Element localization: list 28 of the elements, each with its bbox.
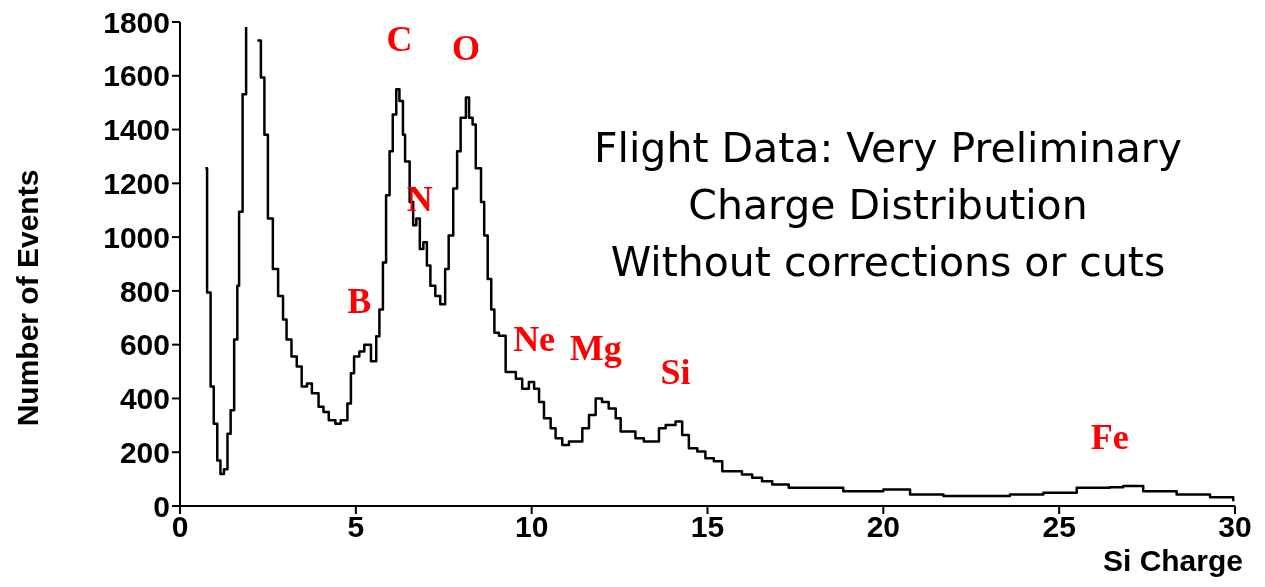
x-axis-title: Si Charge xyxy=(1102,544,1243,578)
y-tick-label: 0 xyxy=(153,489,170,523)
y-tick-label: 1200 xyxy=(103,166,170,200)
y-tick-label: 1400 xyxy=(103,113,170,147)
y-tick-label: 1600 xyxy=(103,59,170,93)
x-tick-label: 5 xyxy=(347,510,365,544)
y-tick-label: 800 xyxy=(119,274,170,308)
x-tick-label: 25 xyxy=(1042,510,1076,544)
y-tick-label: 400 xyxy=(119,382,170,416)
annotation: Without corrections or cuts xyxy=(609,237,1167,288)
annotation: C xyxy=(386,19,413,60)
x-tick-label: 15 xyxy=(690,510,725,544)
annotation: Charge Distribution xyxy=(687,180,1089,231)
annotation: B xyxy=(347,281,372,322)
annotation: O xyxy=(451,27,480,68)
annotation: Ne xyxy=(513,318,556,359)
x-tick-label: 30 xyxy=(1218,510,1252,544)
annotation: Fe xyxy=(1090,417,1129,458)
y-tick-label: 200 xyxy=(119,435,170,469)
y-tick-label: 600 xyxy=(119,328,170,362)
x-tick-label: 20 xyxy=(866,510,901,544)
y-tick-label: 1000 xyxy=(103,220,170,254)
x-tick-label: 10 xyxy=(514,510,549,544)
annotation: Si xyxy=(660,351,691,392)
y-axis-title: Number of Events xyxy=(11,169,45,427)
annotation: Flight Data: Very Preliminary xyxy=(593,123,1183,174)
annotation: Mg xyxy=(569,328,622,369)
y-tick-label: 1800 xyxy=(103,5,170,39)
